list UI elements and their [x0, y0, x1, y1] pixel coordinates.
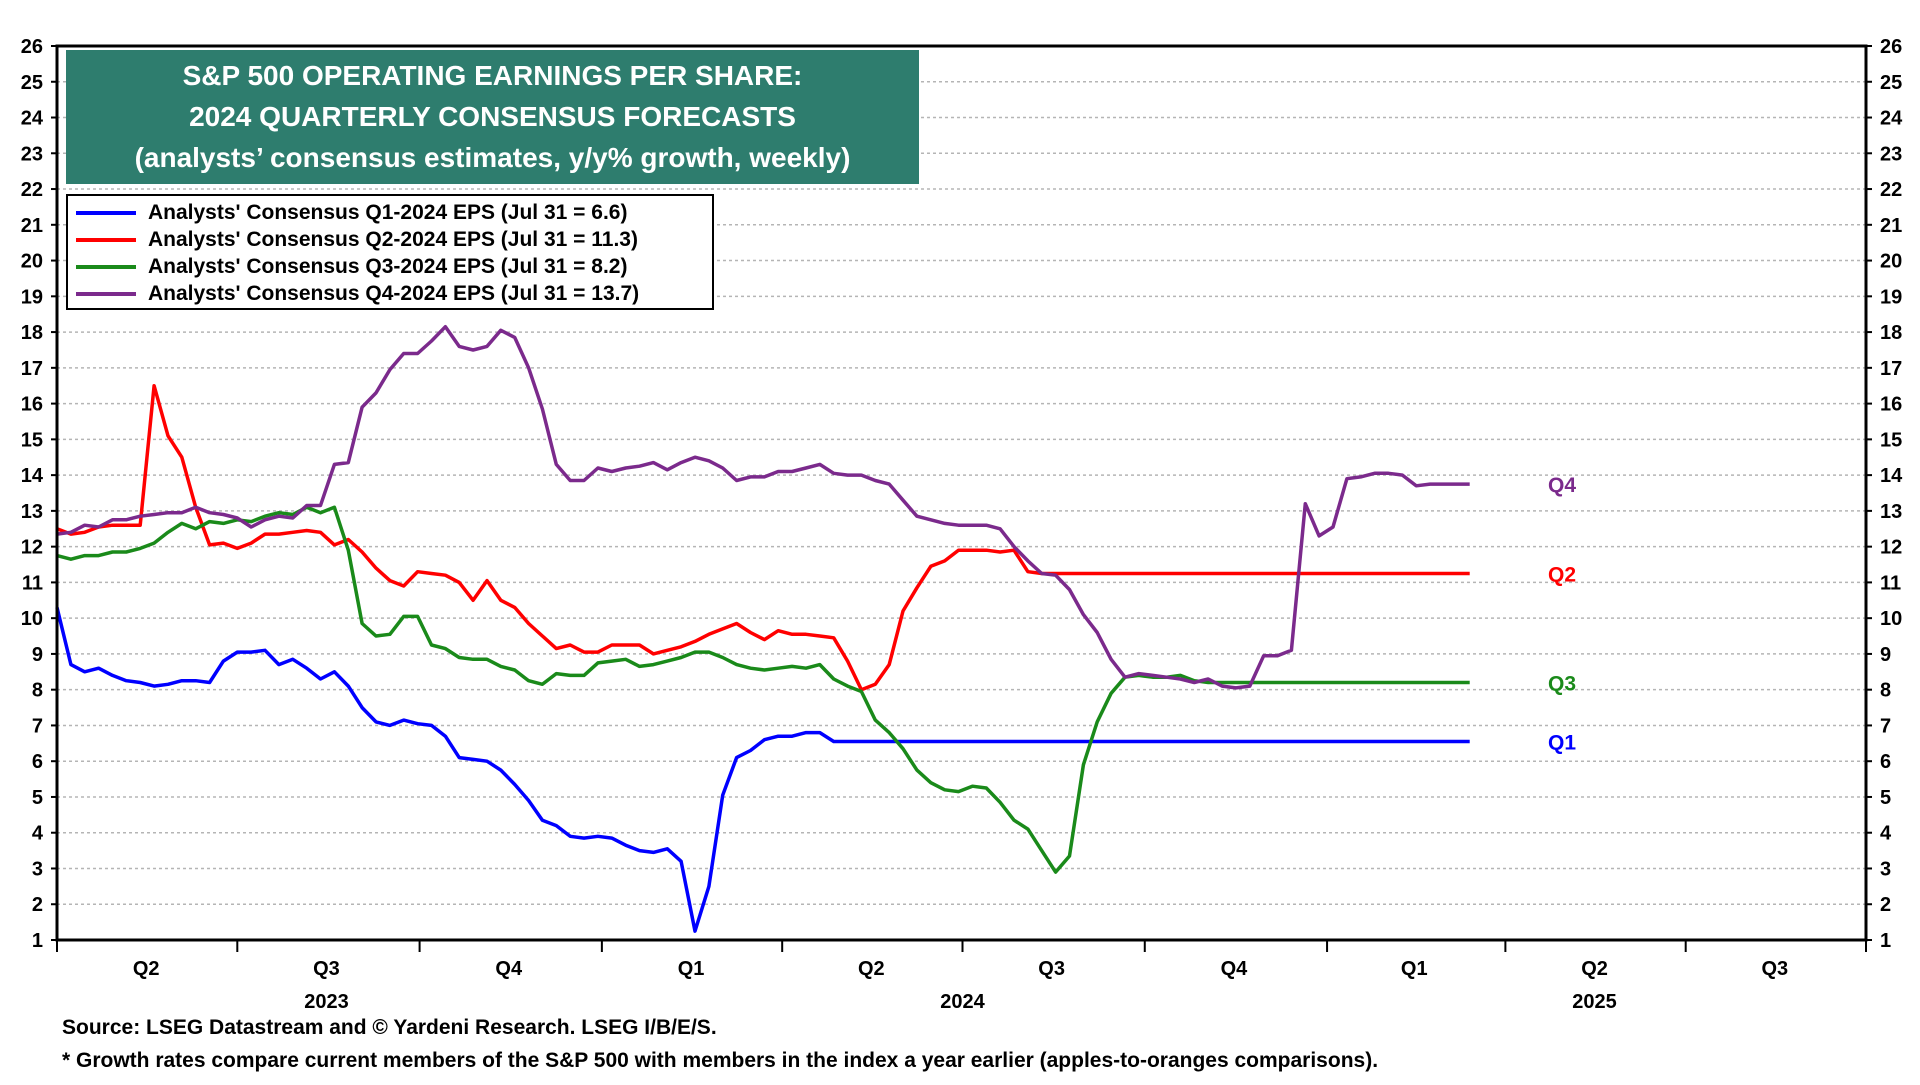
y-tick-label-right: 5 [1880, 787, 1891, 809]
y-tick-label-left: 12 [21, 537, 43, 559]
legend-item-q3: Analysts' Consensus Q3-2024 EPS (Jul 31 … [76, 253, 712, 280]
y-tick-label-left: 11 [22, 572, 43, 594]
y-tick-label-left: 23 [21, 143, 43, 165]
series-end-label-q3: Q3 [1548, 673, 1576, 696]
y-tick-label-left: 26 [21, 36, 43, 58]
legend-label-q3: Analysts' Consensus Q3-2024 EPS (Jul 31 … [148, 254, 628, 278]
x-year-label: 2024 [940, 991, 985, 1013]
series-line-q4 [56, 324, 1470, 690]
series-end-label-q4: Q4 [1548, 474, 1576, 497]
y-tick-label-left: 15 [21, 429, 43, 451]
source-note: Source: LSEG Datastream and © Yardeni Re… [62, 1016, 717, 1039]
y-tick-label-right: 4 [1880, 823, 1892, 845]
x-quarter-label: Q2 [133, 958, 160, 980]
legend-item-q1: Analysts' Consensus Q1-2024 EPS (Jul 31 … [76, 199, 712, 226]
legend: Analysts' Consensus Q1-2024 EPS (Jul 31 … [66, 194, 714, 310]
legend-swatch-q4 [76, 291, 136, 296]
y-tick-label-left: 18 [21, 322, 43, 344]
y-tick-label-left: 4 [32, 823, 44, 845]
y-tick-label-right: 23 [1880, 143, 1902, 165]
y-tick-label-right: 6 [1880, 751, 1891, 773]
series-line-q1 [55, 606, 1470, 933]
y-tick-label-right: 19 [1880, 286, 1902, 308]
x-year-label: 2025 [1572, 991, 1617, 1013]
y-tick-label-right: 14 [1880, 465, 1903, 487]
x-year-label: 2023 [304, 991, 349, 1013]
y-tick-label-right: 25 [1880, 72, 1902, 94]
legend-swatch-q3 [76, 264, 136, 269]
x-quarter-label: Q1 [1401, 958, 1428, 980]
y-tick-label-right: 15 [1880, 429, 1902, 451]
growth-footnote: * Growth rates compare current members o… [62, 1049, 1379, 1072]
y-tick-label-left: 9 [32, 644, 43, 666]
y-tick-label-right: 3 [1880, 858, 1891, 880]
y-tick-label-right: 8 [1880, 680, 1891, 702]
y-tick-label-left: 6 [32, 751, 43, 773]
y-tick-label-right: 22 [1880, 179, 1902, 201]
y-tick-label-right: 9 [1880, 644, 1891, 666]
chart-title-line-2: 2024 QUARTERLY CONSENSUS FORECASTS [189, 101, 796, 132]
series-end-label-q2: Q2 [1548, 563, 1576, 586]
y-tick-label-left: 14 [21, 465, 44, 487]
legend-item-q4: Analysts' Consensus Q4-2024 EPS (Jul 31 … [76, 280, 712, 307]
legend-label-q2: Analysts' Consensus Q2-2024 EPS (Jul 31 … [148, 227, 638, 251]
legend-swatch-q2 [76, 237, 136, 242]
x-quarter-label: Q2 [858, 958, 885, 980]
y-tick-label-left: 8 [32, 680, 43, 702]
legend-swatch-q1 [76, 210, 136, 215]
y-tick-label-left: 16 [21, 394, 43, 416]
y-tick-label-right: 18 [1880, 322, 1902, 344]
y-tick-label-left: 5 [32, 787, 43, 809]
y-tick-label-right: 10 [1880, 608, 1902, 630]
series-layer: Q1 Q2 Q3 Q4 [55, 324, 1576, 933]
x-quarter-label: Q3 [313, 958, 340, 980]
chart-title-line-1: S&P 500 OPERATING EARNINGS PER SHARE: [182, 60, 803, 91]
y-tick-label-right: 1 [1880, 930, 1891, 952]
y-tick-label-right: 11 [1880, 572, 1901, 594]
y-tick-label-left: 3 [32, 858, 43, 880]
y-tick-label-left: 21 [21, 215, 43, 237]
y-tick-label-right: 2 [1880, 894, 1891, 916]
y-tick-label-left: 1 [32, 930, 43, 952]
x-quarter-label: Q4 [495, 958, 523, 980]
y-tick-label-right: 12 [1880, 537, 1902, 559]
y-tick-label-left: 17 [21, 358, 43, 380]
y-tick-label-left: 13 [21, 501, 43, 523]
y-tick-label-left: 19 [21, 286, 43, 308]
y-tick-label-left: 10 [21, 608, 43, 630]
y-tick-label-right: 13 [1880, 501, 1902, 523]
y-tick-label-right: 21 [1880, 215, 1902, 237]
y-tick-label-left: 20 [21, 251, 43, 273]
x-quarter-label: Q1 [678, 958, 705, 980]
series-end-label-q1: Q1 [1548, 732, 1576, 755]
chart-title-box: S&P 500 OPERATING EARNINGS PER SHARE: 20… [66, 50, 919, 184]
y-tick-label-left: 2 [32, 894, 43, 916]
y-tick-label-right: 26 [1880, 36, 1902, 58]
legend-label-q1: Analysts' Consensus Q1-2024 EPS (Jul 31 … [148, 200, 628, 224]
y-tick-label-left: 22 [21, 179, 43, 201]
chart-subtitle: (analysts’ consensus estimates, y/y% gro… [134, 142, 851, 173]
x-quarter-label: Q3 [1038, 958, 1065, 980]
legend-item-q2: Analysts' Consensus Q2-2024 EPS (Jul 31 … [76, 226, 712, 253]
y-tick-label-left: 7 [32, 715, 43, 737]
y-tick-label-right: 16 [1880, 394, 1902, 416]
y-tick-label-right: 7 [1880, 715, 1891, 737]
x-quarter-label: Q2 [1581, 958, 1608, 980]
y-tick-label-right: 20 [1880, 251, 1902, 273]
series-line-q3 [56, 505, 1470, 874]
legend-label-q4: Analysts' Consensus Q4-2024 EPS (Jul 31 … [148, 281, 640, 305]
y-tick-label-right: 17 [1880, 358, 1902, 380]
y-tick-label-left: 25 [21, 72, 43, 94]
y-tick-label-right: 24 [1880, 108, 1903, 130]
x-quarter-label: Q3 [1762, 958, 1789, 980]
x-quarter-label: Q4 [1221, 958, 1249, 980]
series-line-q2 [56, 383, 1470, 692]
y-tick-label-left: 24 [21, 108, 44, 130]
